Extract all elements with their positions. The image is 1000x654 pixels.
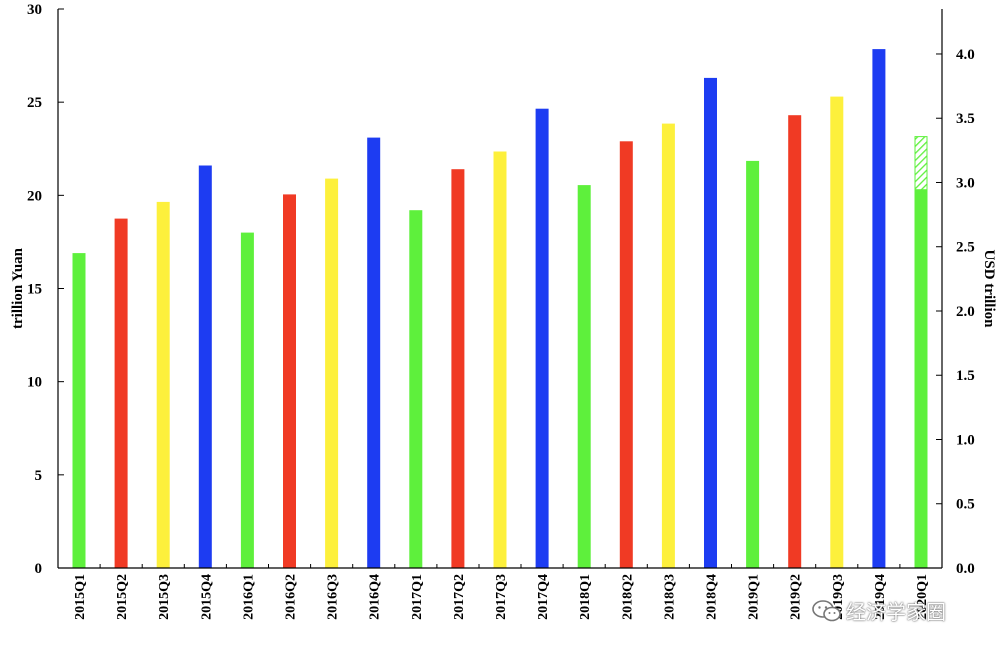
- bar-2017Q4: [535, 108, 549, 568]
- bar-2018Q4: [704, 77, 717, 569]
- bars: [72, 49, 928, 569]
- y-tick-label: 0: [35, 561, 43, 577]
- y2-tick-label: 2.0: [956, 304, 975, 320]
- bar-2018Q1: [577, 185, 591, 568]
- bar-2016Q1: [240, 232, 254, 568]
- x-tick-label: 2017Q4: [536, 574, 551, 620]
- bar-2019Q2: [788, 115, 802, 568]
- y2-tick-label: 3.0: [956, 175, 975, 191]
- bar-2015Q3: [156, 201, 170, 568]
- bar-2018Q3: [661, 123, 675, 568]
- x-tick-label: 2018Q1: [578, 574, 593, 620]
- x-tick-label: 2015Q3: [157, 574, 172, 620]
- y2-axis-title: USD trillion: [981, 250, 997, 329]
- bar-2015Q1: [72, 253, 86, 568]
- x-tick-label: 2017Q3: [494, 574, 509, 620]
- wechat-icon: [812, 599, 841, 621]
- y2-tick-label: 0.5: [956, 497, 975, 513]
- watermark-text: 经济学家圈: [846, 600, 946, 624]
- y-tick-label: 10: [27, 375, 42, 391]
- y-tick-label: 30: [27, 2, 42, 18]
- y-tick-label: 25: [27, 95, 42, 111]
- x-tick-label: 2017Q1: [410, 574, 425, 620]
- watermark: 经济学家圈: [812, 596, 946, 625]
- bar-2015Q4: [198, 165, 212, 568]
- bar-2016Q4: [367, 137, 381, 568]
- bar-2019Q3: [830, 96, 844, 568]
- x-tick-label: 2016Q1: [241, 574, 256, 620]
- bar-2015Q2: [114, 218, 128, 568]
- x-tick-label: 2018Q2: [620, 574, 635, 620]
- x-tick-label: 2015Q1: [73, 574, 88, 620]
- axes: [57, 8, 943, 569]
- bar-2018Q2: [619, 141, 633, 569]
- x-tick-label: 2019Q2: [789, 574, 804, 620]
- y-axis-title: trillion Yuan: [10, 247, 26, 329]
- bar-2019Q4: [872, 49, 886, 569]
- bar-hatched-segment: [914, 136, 928, 191]
- x-tick-label: 2019Q1: [747, 574, 762, 620]
- y2-tick-label: 1.5: [956, 368, 975, 384]
- bar-2020Q1: [914, 136, 928, 568]
- y2-tick-label: 3.5: [956, 111, 975, 127]
- x-tick-label: 2016Q2: [284, 574, 299, 620]
- bar-2017Q1: [409, 210, 423, 568]
- x-tick-label: 2016Q3: [326, 574, 341, 620]
- bar-2017Q3: [493, 151, 507, 568]
- bar-2017Q2: [451, 169, 465, 568]
- y-tick-label: 5: [35, 468, 43, 484]
- x-tick-label: 2019Q4: [873, 574, 888, 620]
- x-tick-label: 2018Q3: [662, 574, 677, 620]
- x-tick-label: 2015Q4: [199, 574, 214, 620]
- x-tick-label: 2015Q2: [115, 574, 130, 620]
- labels: 0 5 10 15 20 25 30 0.0 0.5 1.0 1.5 2.0 2.5 3.0 3.5 4.0 2…: [10, 2, 997, 620]
- y2-tick-label: 0.0: [956, 561, 975, 577]
- y2-tick-label: 4.0: [956, 47, 975, 63]
- bar-2016Q2: [283, 194, 296, 568]
- x-tick-label: 2018Q4: [705, 574, 720, 620]
- x-tick-label: 2017Q2: [452, 574, 467, 620]
- y-tick-label: 20: [27, 188, 42, 204]
- bar-2016Q3: [325, 178, 339, 568]
- y-tick-label: 15: [27, 282, 42, 298]
- y2-tick-label: 1.0: [956, 432, 975, 448]
- x-tick-label: 2016Q4: [368, 574, 383, 620]
- x-tick-label: 2020Q1: [915, 574, 930, 620]
- y2-tick-label: 2.5: [956, 240, 975, 256]
- bar-2019Q1: [746, 160, 760, 568]
